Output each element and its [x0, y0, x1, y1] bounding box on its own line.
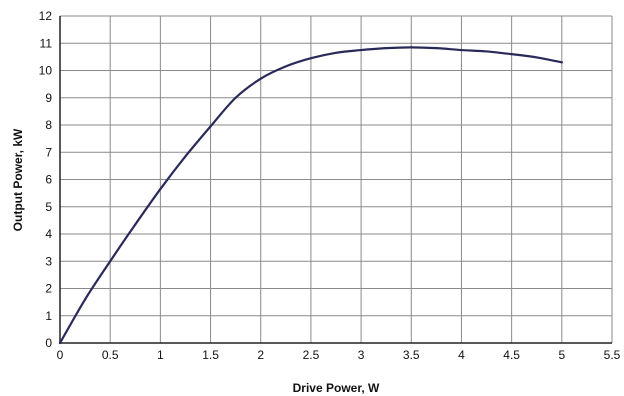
y-tick-label: 6	[45, 173, 52, 187]
x-tick-label: 1.5	[202, 348, 219, 362]
x-tick-label: 5	[558, 348, 565, 362]
y-tick-label: 9	[45, 91, 52, 105]
x-tick-label: 3.5	[403, 348, 420, 362]
x-tick-label: 4.5	[503, 348, 520, 362]
y-tick-label: 7	[45, 145, 52, 159]
data-point	[83, 298, 87, 301]
y-tick-label: 2	[45, 282, 52, 296]
data-point	[134, 223, 137, 226]
data-point	[209, 125, 212, 128]
series-layer	[58, 46, 563, 345]
y-tick-label: 8	[45, 118, 52, 132]
x-tick-label: 2	[257, 348, 264, 362]
y-tick-label: 0	[45, 336, 52, 350]
axes	[59, 16, 612, 344]
x-tick-label: 0.5	[102, 348, 119, 362]
y-tick-label: 12	[39, 9, 53, 23]
x-axis-title: Drive Power, W	[293, 381, 380, 395]
data-point	[485, 50, 488, 53]
data-point	[159, 187, 162, 191]
x-tick-label: 4	[458, 348, 465, 362]
data-point	[460, 48, 463, 52]
data-point	[535, 56, 538, 59]
y-tick-label: 1	[45, 309, 52, 323]
x-tick-label: 1	[157, 348, 164, 362]
data-point	[385, 47, 388, 50]
x-tick-label: 5.5	[604, 348, 621, 362]
data-point	[334, 51, 338, 54]
data-point	[284, 65, 287, 68]
y-tick-label: 11	[40, 36, 53, 50]
y-tick-label: 4	[45, 227, 52, 241]
data-point	[58, 341, 62, 345]
grid-lines	[59, 15, 613, 344]
data-point	[184, 155, 187, 158]
data-point	[309, 57, 313, 60]
y-axis-title: Output Power, kW	[11, 128, 25, 231]
data-point	[510, 53, 513, 56]
x-tick-label: 3	[358, 348, 365, 362]
x-tick-label: 2.5	[303, 348, 320, 362]
y-tick-label: 10	[39, 64, 53, 78]
x-tick-labels: 0 0.5 1 1.5 2 2.5 3 3.5 4 4.5 5 5.5	[57, 348, 621, 362]
x-tick-label: 0	[57, 348, 64, 362]
data-point	[560, 61, 563, 64]
data-point	[410, 46, 413, 49]
data-point	[109, 260, 112, 263]
data-point	[359, 48, 363, 52]
y-tick-label: 3	[45, 254, 52, 268]
data-point	[234, 96, 237, 99]
data-point	[435, 47, 438, 50]
data-point	[259, 77, 262, 80]
y-tick-label: 5	[45, 200, 52, 214]
